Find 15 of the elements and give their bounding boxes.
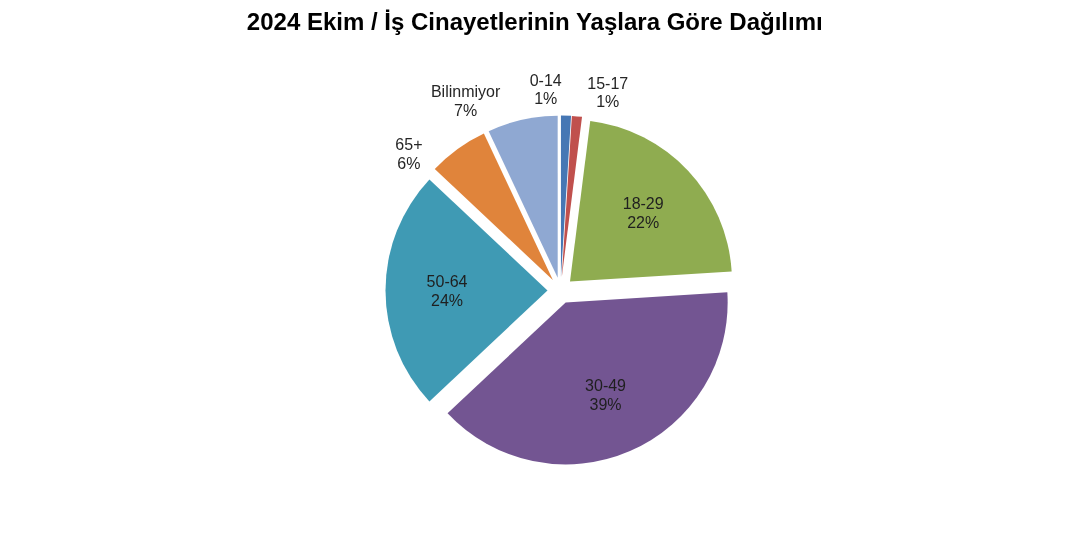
slice-label: 0-14 [529,71,562,89]
slice-label: 15-17 [587,74,629,92]
slice-label: 65+ [395,136,423,154]
slice-label: Bilinmiyor [430,82,501,100]
slice-label: 18-29 [622,195,664,213]
data-label: 1% [596,93,620,111]
chart-title: 2024 Ekim / İş Cinayetlerinin Yaşlara Göre Dağılımı [246,7,823,35]
data-label: 6% [397,155,421,172]
data-label: 39% [589,395,622,413]
data-label: 24% [431,291,464,309]
data-label: 22% [627,213,660,231]
slice-label: 50-64 [426,273,468,290]
slice-label: 30-49 [585,377,627,395]
data-label: 7% [454,101,478,119]
data-label: 1% [534,90,558,108]
